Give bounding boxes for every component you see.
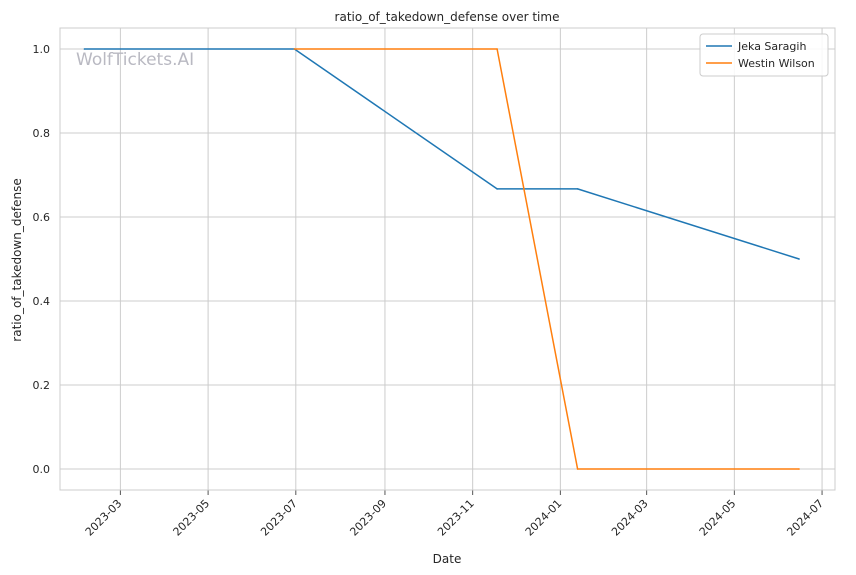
y-tick-label: 0.0 xyxy=(33,463,51,476)
legend-entry: Jeka Saragih xyxy=(737,40,806,53)
y-tick-label: 0.8 xyxy=(33,127,51,140)
y-tick-label: 0.2 xyxy=(33,379,51,392)
x-axis-label: Date xyxy=(433,552,462,566)
legend-entry: Westin Wilson xyxy=(738,57,815,70)
data-point xyxy=(576,468,579,470)
y-tick-label: 0.4 xyxy=(33,295,51,308)
watermark-text: WolfTickets.AI xyxy=(76,50,194,70)
data-point xyxy=(83,48,86,50)
data-point xyxy=(576,188,579,190)
data-point xyxy=(798,468,800,470)
data-point xyxy=(496,48,498,50)
series-lines xyxy=(83,48,800,470)
legend-box xyxy=(699,33,829,77)
y-axis-label: ratio_of_takedown_defense xyxy=(10,178,24,341)
chart-title: ratio_of_takedown_defense over time xyxy=(335,10,560,24)
y-tick-label: 1.0 xyxy=(33,43,51,56)
y-tick-labels: 0.0 0.2 0.4 0.6 0.8 1.0 xyxy=(33,43,51,476)
data-point xyxy=(293,48,296,50)
data-point xyxy=(798,258,800,260)
data-point xyxy=(496,188,498,190)
plot-frame xyxy=(59,27,836,491)
legend: Jeka Saragih Westin Wilson xyxy=(699,33,829,77)
series-line-2 xyxy=(294,48,800,470)
y-tick-label: 0.6 xyxy=(33,211,51,224)
